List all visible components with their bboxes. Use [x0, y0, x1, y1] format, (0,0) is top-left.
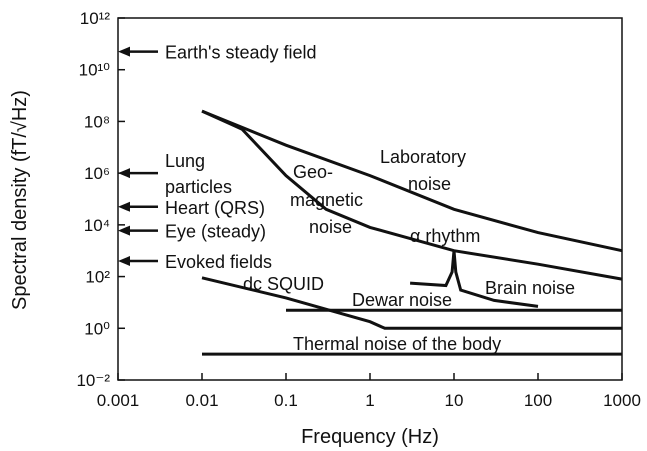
annotation-label: Lung	[165, 151, 205, 171]
annotation-label: Heart (QRS)	[165, 198, 265, 218]
x-tick-label: 0.1	[274, 391, 298, 410]
series-line	[201, 109, 623, 253]
x-tick-label: 0.001	[97, 391, 140, 410]
alpha-rhythm-label: α rhythm	[410, 226, 480, 246]
y-tick-label: 10²	[85, 268, 110, 287]
y-axis-title: Spectral density (fT/√Hz)	[9, 90, 31, 310]
series-label: magnetic	[290, 190, 363, 210]
annotation-arrowhead	[118, 168, 130, 179]
series-label: noise	[309, 217, 352, 237]
y-tick-label: 10¹²	[80, 9, 111, 28]
x-tick-label: 0.01	[185, 391, 218, 410]
annotation-label: Earth's steady field	[165, 43, 317, 63]
y-tick-label: 10⁴	[84, 216, 110, 235]
annotation-arrowhead	[118, 201, 130, 212]
annotation-arrowhead	[118, 256, 130, 267]
x-tick-label: 1000	[603, 391, 641, 410]
series-line	[201, 109, 623, 281]
y-tick-label: 10¹⁰	[79, 61, 111, 80]
annotation-label: particles	[165, 177, 232, 197]
series-line	[409, 250, 539, 308]
y-tick-label: 10⁸	[84, 112, 110, 131]
series-label: Brain noise	[485, 278, 575, 298]
annotation-label: Evoked fields	[165, 252, 272, 272]
series-label: Thermal noise of the body	[293, 334, 501, 354]
series-line	[201, 276, 622, 330]
series-label: Laboratory	[380, 147, 466, 167]
y-tick-label: 10⁻²	[76, 371, 110, 390]
series-label: noise	[408, 174, 451, 194]
annotation-arrowhead	[118, 46, 130, 57]
series-label: Geo-	[293, 162, 333, 182]
y-tick-label: 10⁶	[84, 164, 110, 183]
y-tick-label: 10⁰	[84, 319, 110, 338]
x-tick-label: 1	[365, 391, 374, 410]
x-tick-label: 100	[524, 391, 552, 410]
x-axis-title: Frequency (Hz)	[301, 426, 439, 448]
series-label: Dewar noise	[352, 290, 452, 310]
annotation-label: Eye (steady)	[165, 222, 266, 242]
series-label: dc SQUID	[243, 274, 324, 294]
annotation-arrowhead	[118, 225, 130, 236]
x-tick-label: 10	[445, 391, 464, 410]
